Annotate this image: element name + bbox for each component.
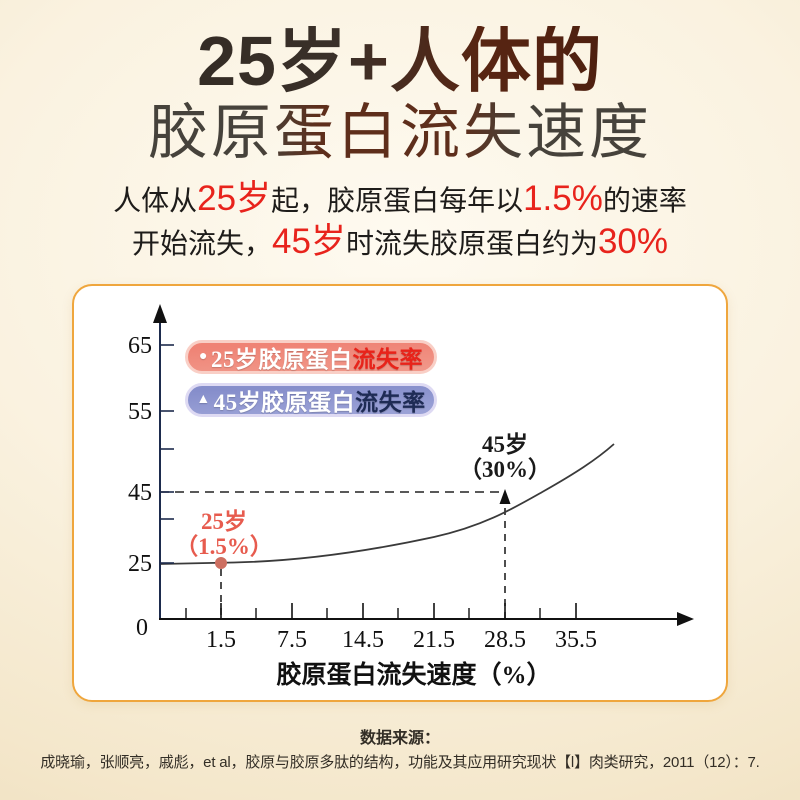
- annotation-45-value: （30%）: [459, 456, 551, 482]
- x-tick-label: 14.5: [342, 627, 384, 653]
- y-tick-label: 45: [128, 480, 152, 506]
- intro-highlight: 45岁: [272, 222, 346, 262]
- intro-text-run: 开始流失，: [131, 228, 272, 260]
- intro-text-run: 人体从: [113, 185, 198, 217]
- annotation-25-value: （1.5%）: [175, 533, 273, 559]
- legend-label-accent: 流失率: [355, 390, 426, 416]
- collagen-loss-chart: 65 55 45 25 0 1.5 7.5 14.5 21.5 28.5 35.: [128, 304, 694, 689]
- page-subtitle: 胶原蛋白流失速度: [148, 99, 652, 167]
- point-25-dot: [215, 557, 227, 570]
- circle-marker-icon: ●: [199, 349, 208, 365]
- x-tick-label: 28.5: [484, 627, 526, 653]
- header: 25岁+人体的 胶原蛋白流失速度 人体从25岁起，胶原蛋白每年以1.5%的速率 …: [0, 0, 800, 264]
- x-tick-label: 35.5: [555, 627, 597, 653]
- intro-line-2: 开始流失，45岁时流失胶原蛋白约为30%: [0, 221, 800, 264]
- chart-card: 65 55 45 25 0 1.5 7.5 14.5 21.5 28.5 35.: [72, 284, 728, 703]
- x-axis-major-ticks: [220, 603, 577, 620]
- intro-highlight: 30%: [597, 222, 669, 262]
- y-axis-arrowhead: [153, 304, 167, 324]
- intro-line-1: 人体从25岁起，胶原蛋白每年以1.5%的速率: [0, 178, 800, 221]
- legend-pill-25: ● 25岁胶原蛋白 流失率: [185, 340, 437, 375]
- x-axis-minor-ticks: [185, 608, 541, 620]
- data-source-label: 数据来源：: [359, 730, 440, 748]
- legend-label: 45岁胶原蛋白: [213, 390, 356, 416]
- legend-pill-45: ▲ 45岁胶原蛋白 流失率: [185, 383, 437, 418]
- legend-label-accent: 流失率: [352, 347, 423, 373]
- legend-label: 25岁胶原蛋白: [210, 347, 353, 373]
- annotation-45: 45岁: [482, 431, 528, 457]
- intro-text-run: 起，胶原蛋白每年以: [271, 185, 524, 217]
- intro-highlight: 25岁: [197, 179, 272, 219]
- footer: 数据来源： 成晓瑜，张顺亮，戚彪，et al，胶原与胶原多肽的结构，功能及其应用…: [0, 724, 800, 772]
- x-tick-label: 1.5: [206, 627, 236, 653]
- annotation-25: 25岁: [201, 508, 247, 534]
- page-title: 25岁+人体的: [197, 22, 603, 100]
- x-tick-label: 21.5: [413, 627, 455, 653]
- y-tick-label: 25: [128, 551, 152, 577]
- x-axis-title: 胶原蛋白流失速度（%）: [276, 660, 551, 689]
- y-tick-label: 65: [128, 333, 152, 359]
- y-tick-label: 0: [136, 615, 148, 641]
- y-axis-ticks: [160, 344, 174, 565]
- y-tick-label: 55: [128, 399, 152, 425]
- x-tick-label: 7.5: [277, 627, 307, 653]
- triangle-marker-icon: ▲: [196, 392, 211, 408]
- intro-text-run: 时流失胶原蛋白约为: [345, 228, 598, 260]
- x-axis-arrowhead: [677, 612, 694, 627]
- citation-text: 成晓瑜，张顺亮，戚彪，et al，胶原与胶原多肽的结构，功能及其应用研究现状【l…: [40, 754, 760, 772]
- dashed-guide-arrowhead: [499, 489, 511, 505]
- intro-text: 人体从25岁起，胶原蛋白每年以1.5%的速率 开始流失，45岁时流失胶原蛋白约为…: [0, 178, 800, 264]
- intro-highlight: 1.5%: [523, 179, 603, 219]
- intro-text-run: 的速率: [602, 185, 687, 217]
